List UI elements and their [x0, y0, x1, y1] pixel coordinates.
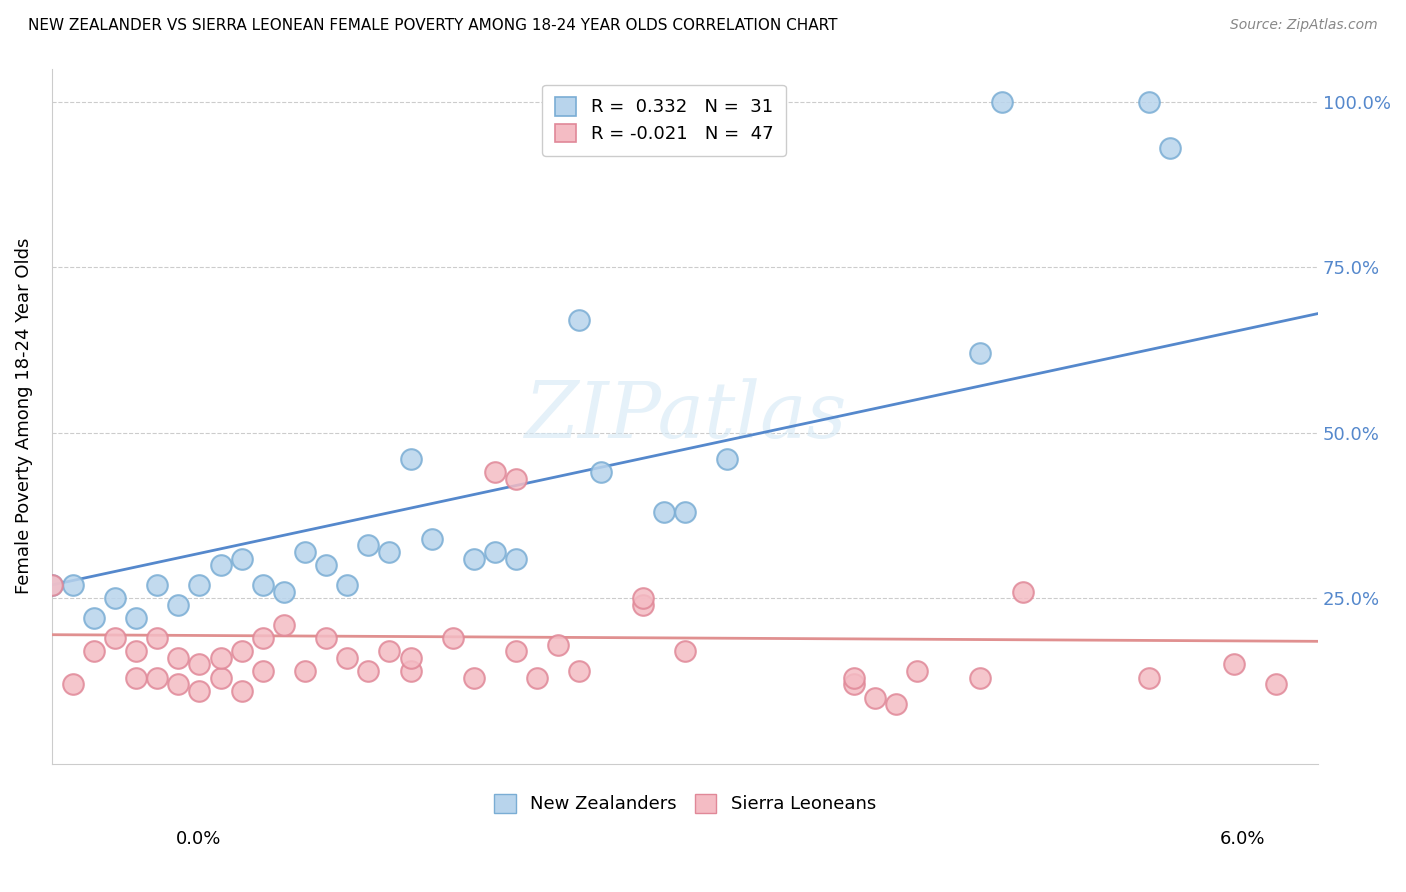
Point: [146, 631, 169, 645]
Point: [484, 545, 506, 559]
Point: [863, 690, 886, 705]
Point: [146, 671, 169, 685]
Point: [547, 638, 569, 652]
Point: [399, 664, 422, 678]
Point: [652, 505, 675, 519]
Point: [315, 631, 337, 645]
Text: 6.0%: 6.0%: [1220, 830, 1265, 847]
Point: [673, 644, 696, 658]
Point: [167, 677, 190, 691]
Point: [505, 472, 527, 486]
Point: [463, 671, 485, 685]
Point: [209, 651, 232, 665]
Point: [62, 677, 84, 691]
Point: [188, 684, 211, 698]
Point: [905, 664, 928, 678]
Point: [104, 631, 127, 645]
Point: [673, 505, 696, 519]
Point: [252, 631, 274, 645]
Point: [231, 551, 253, 566]
Point: [484, 466, 506, 480]
Point: [125, 671, 148, 685]
Point: [505, 551, 527, 566]
Point: [969, 671, 991, 685]
Point: [62, 578, 84, 592]
Point: [463, 551, 485, 566]
Legend: New Zealanders, Sierra Leoneans: New Zealanders, Sierra Leoneans: [484, 783, 887, 824]
Y-axis label: Female Poverty Among 18-24 Year Olds: Female Poverty Among 18-24 Year Olds: [15, 238, 32, 594]
Point: [252, 664, 274, 678]
Point: [273, 584, 295, 599]
Point: [294, 545, 316, 559]
Point: [1264, 677, 1286, 691]
Point: [167, 651, 190, 665]
Point: [1159, 141, 1181, 155]
Point: [1137, 95, 1160, 109]
Point: [209, 558, 232, 573]
Point: [357, 664, 380, 678]
Point: [104, 591, 127, 606]
Point: [441, 631, 464, 645]
Point: [146, 578, 169, 592]
Point: [209, 671, 232, 685]
Text: NEW ZEALANDER VS SIERRA LEONEAN FEMALE POVERTY AMONG 18-24 YEAR OLDS CORRELATION: NEW ZEALANDER VS SIERRA LEONEAN FEMALE P…: [28, 18, 838, 33]
Point: [252, 578, 274, 592]
Point: [1222, 657, 1244, 672]
Point: [420, 532, 443, 546]
Point: [357, 538, 380, 552]
Point: [505, 644, 527, 658]
Point: [167, 598, 190, 612]
Point: [990, 95, 1012, 109]
Point: [231, 684, 253, 698]
Point: [83, 611, 105, 625]
Text: 0.0%: 0.0%: [176, 830, 221, 847]
Point: [336, 578, 359, 592]
Point: [188, 578, 211, 592]
Point: [378, 545, 401, 559]
Point: [41, 578, 63, 592]
Point: [631, 598, 654, 612]
Point: [884, 697, 907, 711]
Point: [231, 644, 253, 658]
Point: [842, 677, 865, 691]
Point: [125, 644, 148, 658]
Point: [378, 644, 401, 658]
Point: [716, 452, 738, 467]
Point: [399, 651, 422, 665]
Point: [399, 452, 422, 467]
Point: [1137, 671, 1160, 685]
Point: [631, 591, 654, 606]
Point: [568, 664, 591, 678]
Point: [969, 346, 991, 360]
Point: [294, 664, 316, 678]
Point: [273, 617, 295, 632]
Point: [188, 657, 211, 672]
Point: [842, 671, 865, 685]
Point: [83, 644, 105, 658]
Point: [315, 558, 337, 573]
Point: [568, 313, 591, 327]
Point: [589, 466, 612, 480]
Point: [1011, 584, 1033, 599]
Point: [125, 611, 148, 625]
Text: Source: ZipAtlas.com: Source: ZipAtlas.com: [1230, 18, 1378, 32]
Point: [526, 671, 548, 685]
Point: [41, 578, 63, 592]
Text: ZIPatlas: ZIPatlas: [524, 378, 846, 454]
Point: [336, 651, 359, 665]
